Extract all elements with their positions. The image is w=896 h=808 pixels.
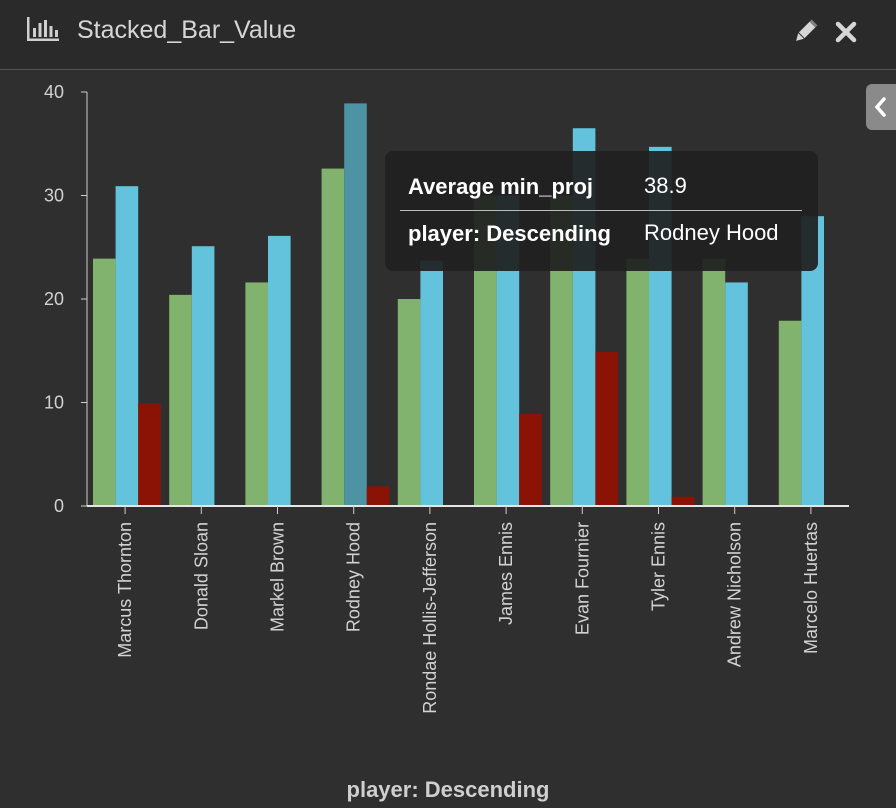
bar (344, 103, 367, 506)
bar (420, 260, 443, 506)
x-tick-label: Rodney Hood (344, 522, 364, 632)
x-tick-label: Markel Brown (268, 522, 288, 632)
collapse-panel-tab[interactable] (866, 84, 896, 130)
x-tick-label: Marcus Thornton (115, 522, 135, 658)
bar (519, 413, 542, 506)
y-tick-label: 0 (54, 496, 64, 516)
chevron-left-icon (874, 97, 886, 117)
bar (397, 299, 421, 506)
tooltip-dimension-value: Rodney Hood (644, 220, 779, 245)
tooltip-dimension-label: player: Descending (408, 221, 611, 246)
x-tick-label: Rondae Hollis-Jefferson (420, 522, 440, 714)
bar (169, 294, 192, 506)
close-icon[interactable] (832, 16, 860, 46)
pencil-icon[interactable] (792, 16, 820, 46)
tooltip-measure-label: Average min_proj (408, 174, 594, 199)
bar-chart-icon (27, 17, 59, 41)
bar (725, 282, 748, 506)
bar (268, 235, 291, 507)
x-axis-title: player: Descending (346, 777, 550, 802)
y-tick-label: 10 (44, 393, 64, 413)
bar (778, 320, 802, 506)
bar (496, 195, 520, 506)
x-tick-label: James Ennis (496, 522, 516, 625)
bar (702, 258, 726, 506)
tooltip-divider (400, 210, 802, 211)
bar (550, 195, 573, 506)
y-tick-label: 40 (44, 82, 64, 102)
tooltip-measure-value: 38.9 (644, 173, 687, 198)
y-tick-label: 20 (44, 289, 64, 309)
x-tick-label: Evan Fournier (572, 522, 592, 635)
bar (595, 351, 618, 506)
bar (138, 403, 161, 506)
bar (366, 486, 390, 506)
tooltip: Average min_proj 38.9 player: Descending… (385, 151, 818, 271)
bar (474, 195, 497, 506)
bar (115, 186, 139, 506)
x-tick-label: Tyler Ennis (649, 522, 669, 611)
x-tick-label: Donald Sloan (191, 522, 211, 630)
bar (93, 258, 116, 506)
bar (245, 282, 268, 506)
y-tick-label: 30 (44, 186, 64, 206)
bar (626, 258, 649, 506)
bar (321, 168, 345, 506)
bar (671, 496, 695, 506)
x-tick-label: Marcelo Huertas (801, 522, 821, 654)
x-tick-label: Andrew Nicholson (725, 522, 745, 667)
title-bar: Stacked_Bar_Value (0, 0, 896, 70)
bar (191, 246, 215, 506)
window-title: Stacked_Bar_Value (77, 16, 297, 44)
bar (801, 216, 824, 506)
